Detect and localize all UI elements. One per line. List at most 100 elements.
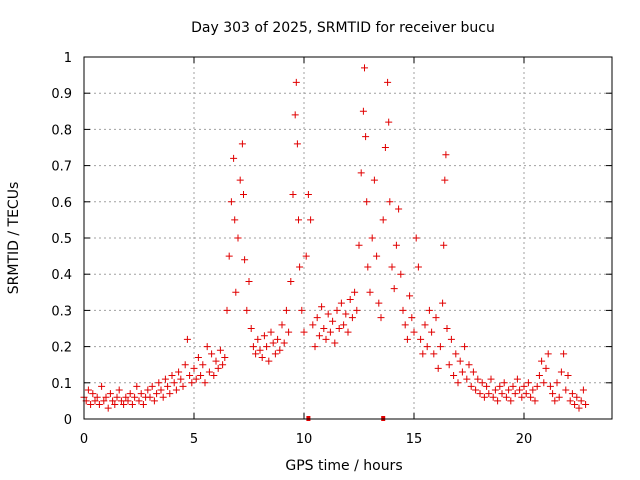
- data-point: [419, 350, 427, 358]
- data-point: [115, 386, 123, 394]
- data-point: [480, 393, 488, 401]
- y-tick-label: 0.5: [51, 232, 72, 247]
- data-point: [307, 216, 315, 224]
- data-point: [362, 133, 370, 141]
- data-point: [351, 288, 359, 296]
- data-point: [304, 191, 312, 199]
- data-point: [571, 401, 579, 409]
- data-point: [247, 325, 255, 332]
- data-point: [366, 288, 374, 296]
- data-point: [406, 292, 414, 300]
- data-point: [445, 361, 453, 369]
- data-point: [113, 393, 121, 401]
- data-point: [164, 382, 172, 390]
- data-point: [219, 361, 227, 369]
- data-point: [302, 252, 310, 260]
- data-point: [296, 263, 304, 271]
- data-point: [313, 314, 321, 322]
- data-point: [157, 386, 165, 394]
- data-point: [148, 382, 156, 390]
- data-point: [538, 357, 546, 365]
- data-point: [161, 375, 169, 383]
- y-tick-label: 0.4: [51, 268, 72, 283]
- data-point: [439, 299, 447, 307]
- data-point: [95, 401, 103, 409]
- y-tick-label: 0.2: [51, 341, 72, 356]
- data-point: [535, 372, 543, 380]
- data-point: [146, 393, 154, 401]
- data-point: [175, 368, 183, 376]
- data-point: [144, 386, 152, 394]
- data-point: [555, 393, 563, 401]
- data-point: [388, 263, 396, 271]
- data-point: [280, 339, 288, 347]
- data-point: [93, 393, 101, 401]
- data-point: [179, 382, 187, 390]
- data-point: [232, 288, 240, 296]
- data-point: [386, 198, 394, 206]
- data-point: [188, 379, 196, 387]
- data-point: [505, 386, 513, 394]
- data-point: [199, 361, 207, 369]
- data-point: [401, 321, 409, 329]
- data-point: [511, 390, 519, 398]
- data-point: [392, 241, 400, 249]
- data-point: [454, 379, 462, 387]
- data-point: [210, 372, 218, 380]
- data-point: [434, 364, 442, 372]
- data-point: [491, 386, 499, 394]
- data-point: [201, 379, 209, 387]
- data-point: [520, 382, 528, 390]
- data-point: [267, 328, 275, 336]
- data-point: [456, 357, 464, 365]
- data-point: [472, 386, 480, 394]
- y-tick-label: 1: [64, 51, 72, 66]
- x-tick-label: 5: [190, 432, 198, 447]
- data-point: [442, 151, 450, 159]
- data-point: [254, 335, 262, 343]
- data-point: [153, 390, 161, 398]
- data-point: [326, 328, 334, 336]
- data-point: [381, 144, 389, 151]
- data-point: [478, 379, 486, 387]
- data-point: [318, 303, 326, 311]
- data-point: [234, 234, 242, 242]
- axis-ticks: 0 5 10 15 20 0 0.1 0.2 0.3 0.4 0.5 0.6 0.7 0.8 0.9 1: [51, 51, 612, 447]
- data-point: [298, 306, 306, 314]
- data-point: [483, 382, 491, 390]
- data-point: [223, 306, 231, 314]
- data-point: [124, 397, 132, 405]
- y-axis-label: SRMTID / TECUs: [6, 182, 22, 295]
- data-point: [529, 386, 537, 394]
- data-point: [518, 393, 526, 401]
- data-point: [359, 107, 367, 115]
- data-point: [225, 252, 233, 260]
- data-point: [190, 364, 198, 372]
- data-point: [104, 404, 112, 412]
- data-point: [417, 335, 425, 343]
- data-point: [243, 306, 251, 314]
- data-point: [353, 306, 361, 314]
- data-point: [194, 353, 202, 361]
- data-point: [309, 321, 317, 329]
- data-point: [430, 350, 438, 358]
- data-point: [428, 328, 436, 336]
- data-point: [575, 404, 583, 412]
- data-point: [135, 397, 143, 405]
- data-point: [502, 393, 510, 401]
- data-point: [557, 368, 565, 376]
- data-point: [238, 140, 246, 148]
- y-tick-label: 0.6: [51, 196, 72, 211]
- data-point: [579, 386, 587, 394]
- data-point: [172, 386, 180, 394]
- data-point: [412, 234, 420, 242]
- data-point: [241, 256, 249, 264]
- data-point: [516, 386, 524, 394]
- data-point: [197, 372, 205, 380]
- data-point: [410, 328, 418, 336]
- data-point: [549, 390, 557, 398]
- data-point: [414, 263, 422, 271]
- data-point: [186, 372, 194, 380]
- data-point: [489, 393, 497, 401]
